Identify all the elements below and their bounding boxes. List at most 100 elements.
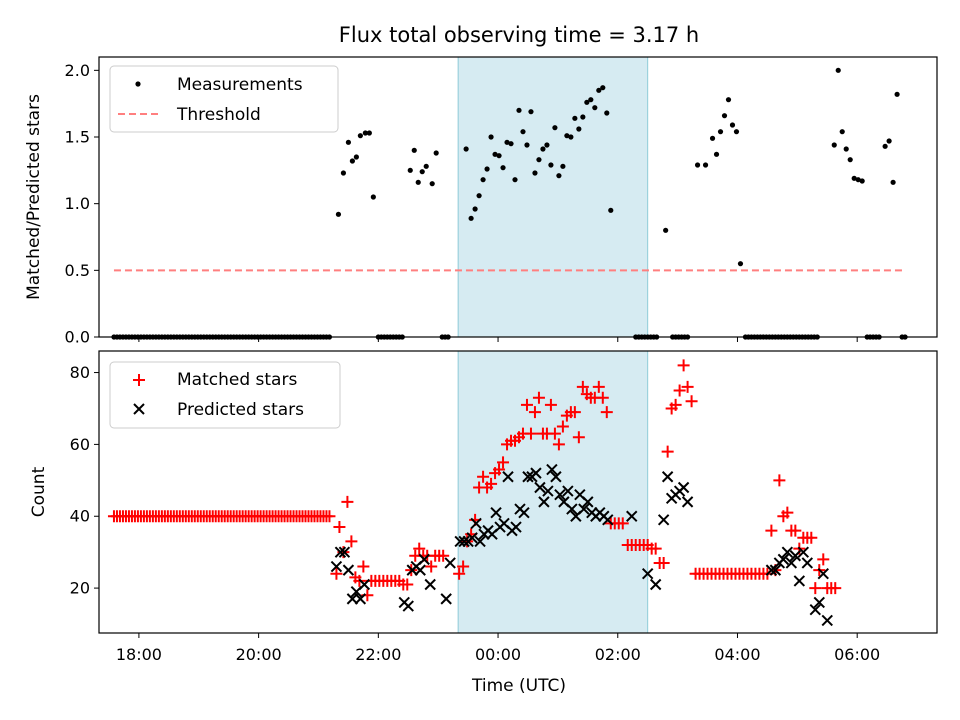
measurement-point xyxy=(415,179,421,185)
x-tick-label: 02:00 xyxy=(595,645,641,664)
measurement-point xyxy=(713,151,720,157)
measurement-point xyxy=(370,194,376,200)
measurement-point xyxy=(349,158,355,164)
predicted-star-point xyxy=(338,546,351,558)
measurement-point xyxy=(882,143,888,149)
top-legend: Measurements Threshold xyxy=(109,65,339,133)
matched-star-point xyxy=(323,510,336,523)
measurement-point xyxy=(604,110,610,116)
predicted-star-point xyxy=(554,488,566,501)
measurement-point xyxy=(476,193,482,199)
legend-dot-marker xyxy=(135,81,141,87)
predicted-star-point xyxy=(785,557,798,569)
predicted-star-point xyxy=(566,503,578,515)
measurement-point xyxy=(516,107,522,113)
matched-star-point xyxy=(425,560,438,573)
predicted-star-point xyxy=(542,485,554,497)
measurement-point xyxy=(709,135,716,141)
measurement-point xyxy=(353,154,359,160)
measurement-point xyxy=(663,227,669,233)
measurement-point xyxy=(345,139,352,145)
measurement-point xyxy=(524,142,530,148)
predicted-star-point xyxy=(534,481,546,494)
measurement-point xyxy=(847,157,853,163)
measurement-point xyxy=(433,150,439,156)
x-tick-label: 18:00 xyxy=(116,645,162,664)
predicted-star-point xyxy=(522,471,534,483)
matched-star-point xyxy=(572,431,585,444)
top-axes-frame xyxy=(98,56,938,338)
matched-star-point xyxy=(781,506,794,519)
matched-star-point xyxy=(773,474,786,487)
measurement-point xyxy=(544,142,550,148)
predicted-star-point xyxy=(649,578,662,591)
measurement-point xyxy=(532,170,538,176)
matched-star-point xyxy=(592,380,605,393)
predicted-star-point xyxy=(813,596,825,609)
measurement-point xyxy=(859,178,865,184)
predicted-star-point xyxy=(490,506,502,519)
predicted-star-point xyxy=(789,550,802,562)
measurement-point xyxy=(340,170,347,176)
bottom-y-tick-label: 60 xyxy=(70,435,90,454)
matched-star-point xyxy=(657,556,670,569)
matched-star-point xyxy=(544,398,557,411)
predicted-star-point xyxy=(793,575,806,587)
predicted-star-point xyxy=(602,514,614,526)
legend-matched-stars: Matched stars xyxy=(177,370,297,390)
top-y-tick-label: 2.0 xyxy=(65,61,90,80)
predicted-star-point xyxy=(358,578,371,591)
measurement-point xyxy=(608,207,614,213)
matched-star-point xyxy=(485,477,498,490)
predicted-star-point xyxy=(550,471,562,483)
measurement-point xyxy=(429,181,435,187)
matched-star-point xyxy=(401,578,414,591)
matched-star-point xyxy=(649,542,662,555)
predicted-star-point xyxy=(510,521,522,533)
x-tick-label: 04:00 xyxy=(714,645,760,664)
measurement-point xyxy=(831,142,837,148)
matched-star-point xyxy=(681,380,694,393)
measurement-point xyxy=(500,165,506,171)
bottom-axis-ticks: 18:00 20:00 22:00 00:00 02:00 04:00 06:00 20 40 6… xyxy=(70,363,881,664)
matched-star-point xyxy=(829,582,842,595)
measurement-point xyxy=(366,130,372,136)
matched-star-point xyxy=(520,398,533,411)
matched-star-point xyxy=(477,470,490,483)
predicted-star-point xyxy=(530,467,542,479)
measurement-point xyxy=(886,138,892,144)
measurement-point xyxy=(496,153,502,159)
x-axis-label: Time (UTC) xyxy=(471,676,566,696)
matched-star-point xyxy=(413,542,426,555)
predicted-star-point xyxy=(821,614,833,627)
predicted-star-point xyxy=(402,600,414,612)
matched-star-point xyxy=(600,406,613,419)
measurement-point xyxy=(890,179,896,185)
bottom-panel: 18:00 20:00 22:00 00:00 02:00 04:00 06:00 20 40 6… xyxy=(29,350,938,696)
top-y-tick-label: 1.5 xyxy=(65,128,90,147)
top-panel: 0.00.51.01.52.0 Matched/Predicted stars … xyxy=(24,56,938,347)
predicted-star-point xyxy=(502,471,514,483)
matched-star-point xyxy=(673,384,686,397)
legend-predicted-stars: Predicted stars xyxy=(177,400,304,420)
predicted-star-point xyxy=(641,568,654,580)
top-y-tick-label: 0.5 xyxy=(65,261,90,280)
measurement-point xyxy=(721,113,728,119)
matched-star-point xyxy=(661,445,674,458)
measurement-point xyxy=(528,109,534,115)
predicted-star-point xyxy=(578,503,590,515)
matched-star-point xyxy=(437,549,450,562)
measurement-point xyxy=(407,167,413,173)
measurement-point xyxy=(835,67,841,73)
bottom-legend: Matched stars Predicted stars xyxy=(109,361,341,429)
matched-star-point xyxy=(817,553,830,566)
measurement-point xyxy=(839,129,845,135)
measurement-point xyxy=(423,163,429,169)
bottom-y-axis-label: Count xyxy=(29,466,49,517)
x-tick-label: 00:00 xyxy=(475,645,521,664)
predicted-star-point xyxy=(424,578,436,591)
predicted-star-point xyxy=(474,535,486,548)
measurement-point xyxy=(520,129,526,135)
measurement-point xyxy=(572,115,578,121)
measurement-point xyxy=(480,177,486,183)
